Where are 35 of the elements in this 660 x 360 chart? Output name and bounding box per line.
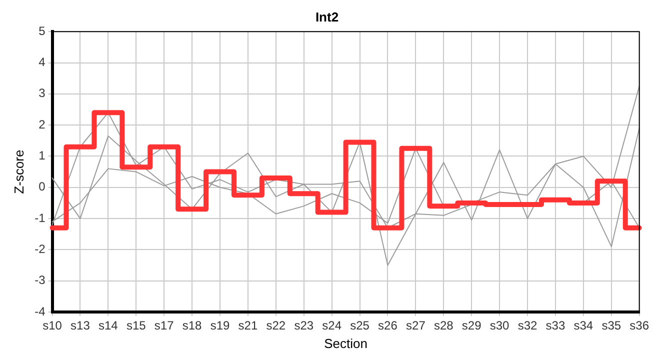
x-tick-label: s14: [98, 318, 118, 333]
x-tick-label: s28: [434, 318, 454, 333]
y-tick-label: -1: [34, 210, 46, 225]
x-tick-label: s29: [462, 318, 482, 333]
y-tick-label: 1: [38, 148, 46, 163]
x-axis-title: Section: [324, 336, 368, 351]
y-tick-label: 0: [38, 180, 46, 194]
x-tick-label: s24: [322, 318, 342, 333]
x-tick-label: s15: [126, 318, 146, 333]
y-axis-title: Z-score: [11, 150, 26, 194]
y-tick-label: 2: [38, 117, 46, 132]
y-tick-label: -2: [34, 242, 46, 256]
x-tick-label: s22: [266, 318, 286, 333]
x-tick-label: s17: [154, 318, 174, 333]
x-tick-label: s21: [238, 318, 258, 333]
x-tick-label: s26: [378, 318, 398, 333]
x-tick-label: s32: [518, 318, 538, 333]
y-tick-label: -4: [34, 304, 46, 318]
x-tick-label: s36: [630, 318, 650, 333]
chart-title: Int2: [315, 9, 339, 24]
y-tick-label: 5: [38, 24, 46, 38]
x-tick-label: s30: [490, 318, 510, 333]
x-tick-label: s33: [546, 318, 566, 333]
y-tick-label: -3: [34, 273, 46, 288]
x-tick-label: s25: [350, 318, 370, 333]
y-tick-label: 3: [38, 86, 46, 100]
x-tick-label: s34: [574, 318, 594, 333]
x-tick-label: s23: [294, 318, 314, 333]
x-tick-label: s35: [602, 318, 622, 333]
y-tick-label: 4: [38, 55, 46, 70]
x-tick-label: s10: [42, 318, 62, 333]
x-tick-label: s13: [70, 318, 90, 333]
x-tick-label: s19: [210, 318, 230, 333]
x-tick-label: s27: [406, 318, 426, 333]
x-tick-label: s18: [182, 318, 202, 333]
